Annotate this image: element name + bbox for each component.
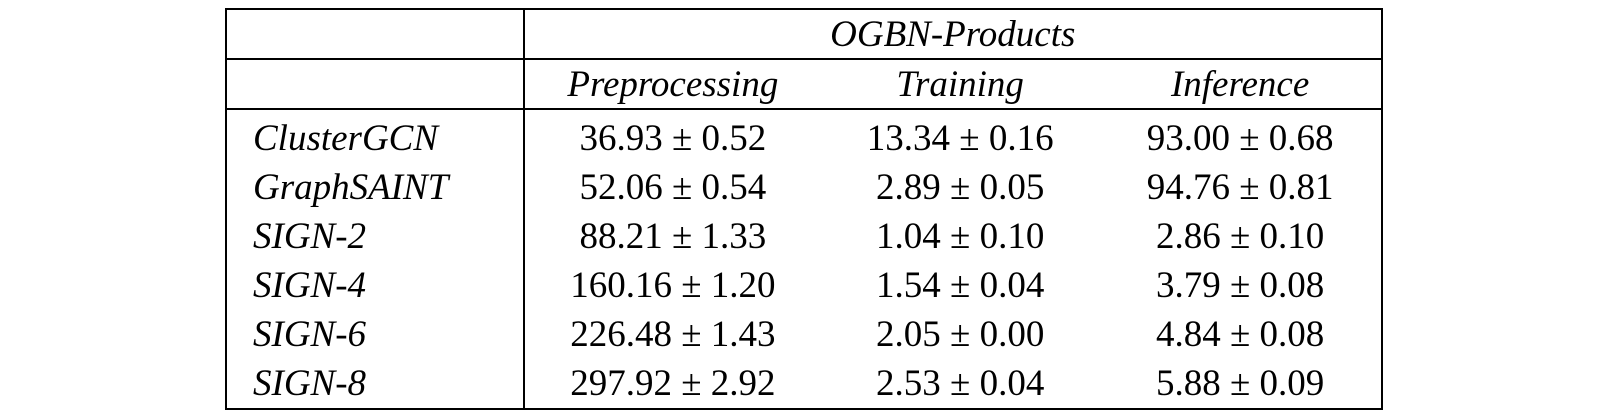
- method-name: SIGN-2: [225, 212, 524, 261]
- preprocessing-value: 226.48 ± 1.43: [522, 310, 822, 359]
- inference-value: 93.00 ± 0.68: [1099, 109, 1383, 163]
- table-row: SIGN-8 297.92 ± 2.92 2.53 ± 0.04 5.88 ± …: [225, 359, 1383, 410]
- column-header-inference: Inference: [1099, 59, 1383, 110]
- preprocessing-value: 88.21 ± 1.33: [522, 212, 822, 261]
- empty-method-header: [225, 59, 524, 110]
- method-name: SIGN-8: [225, 359, 524, 410]
- training-value: 2.53 ± 0.04: [821, 359, 1100, 410]
- table-row: SIGN-4 160.16 ± 1.20 1.54 ± 0.04 3.79 ± …: [225, 261, 1383, 310]
- table-row: ClusterGCN 36.93 ± 0.52 13.34 ± 0.16 93.…: [225, 109, 1383, 163]
- table-row: SIGN-6 226.48 ± 1.43 2.05 ± 0.00 4.84 ± …: [225, 310, 1383, 359]
- dataset-header-row: OGBN-Products: [225, 8, 1384, 60]
- method-name: ClusterGCN: [225, 109, 524, 163]
- training-value: 1.04 ± 0.10: [876, 216, 1045, 257]
- preprocessing-value: 36.93 ± 0.52: [522, 109, 822, 163]
- column-header-preprocessing: Preprocessing: [522, 59, 822, 110]
- timing-results-table: OGBN-Products Preprocessing Training Inf…: [225, 8, 1384, 410]
- column-header-training: Training: [821, 59, 1100, 110]
- method-name: SIGN-6: [225, 310, 524, 359]
- inference-value: 3.79 ± 0.08: [1099, 261, 1383, 310]
- inference-value: 94.76 ± 0.81: [1099, 163, 1383, 212]
- training-value: 2.05 ± 0.00: [876, 314, 1045, 355]
- dataset-header: OGBN-Products: [522, 8, 1384, 60]
- inference-value: 5.88 ± 0.09: [1099, 359, 1383, 410]
- column-header-row: Preprocessing Training Inference: [225, 59, 1383, 110]
- table-row: SIGN-2 88.21 ± 1.33 1.04 ± 0.10 2.86 ± 0…: [225, 212, 1383, 261]
- preprocessing-value: 297.92 ± 2.92: [522, 359, 822, 410]
- inference-value: 4.84 ± 0.08: [1099, 310, 1383, 359]
- training-value: 13.34 ± 0.16: [866, 118, 1054, 159]
- training-value: 1.54 ± 0.04: [876, 265, 1045, 306]
- empty-corner-cell: [225, 8, 524, 60]
- inference-value: 2.86 ± 0.10: [1099, 212, 1383, 261]
- preprocessing-value: 52.06 ± 0.54: [522, 163, 822, 212]
- training-value: 2.89 ± 0.05: [876, 167, 1045, 208]
- table-row: GraphSAINT 52.06 ± 0.54 2.89 ± 0.05 94.7…: [225, 163, 1383, 212]
- preprocessing-value: 160.16 ± 1.20: [522, 261, 822, 310]
- method-name: GraphSAINT: [225, 163, 524, 212]
- method-name: SIGN-4: [225, 261, 524, 310]
